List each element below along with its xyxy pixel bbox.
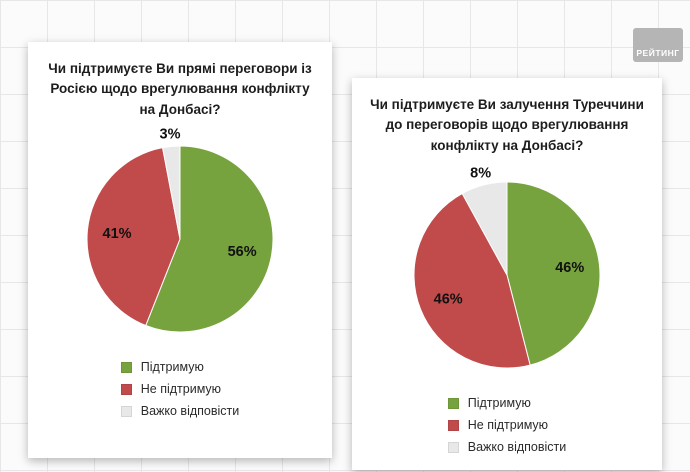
legend-item: Важко відповісти xyxy=(447,439,567,455)
legend: Підтримую Не підтримую Важко відповісти xyxy=(447,395,567,455)
pie-value-label: 46% xyxy=(555,260,584,276)
pie-chart-container: 56% 41% 3% xyxy=(28,124,332,354)
legend-swatch-undecided xyxy=(447,441,459,453)
legend-item: Не підтримую xyxy=(120,381,240,397)
pie-value-label: 41% xyxy=(103,226,132,242)
legend: Підтримую Не підтримую Важко відповісти xyxy=(120,359,240,419)
pie-value-label: 8% xyxy=(470,165,491,181)
pie-value-label: 46% xyxy=(434,291,463,307)
legend-label: Не підтримую xyxy=(140,381,222,396)
pie-slice xyxy=(145,145,274,333)
legend-swatch-support xyxy=(447,397,459,409)
pie-chart-russia-talks: 56% 41% 3% xyxy=(86,124,274,333)
legend-label: Важко відповісти xyxy=(467,439,567,454)
pie-slice xyxy=(86,146,181,326)
pie-slice xyxy=(461,181,508,275)
poll-card-turkey-involvement: Чи підтримуєте Ви залучення Туреччини до… xyxy=(352,78,662,470)
legend-swatch-oppose xyxy=(120,383,132,395)
pie-value-label: 3% xyxy=(160,126,181,142)
legend-swatch-oppose xyxy=(447,419,459,431)
pie-slice xyxy=(506,181,601,366)
legend-item: Підтримую xyxy=(447,395,567,411)
rating-group-logo: РЕЙТИНГ xyxy=(633,28,683,62)
pie-slice xyxy=(413,192,531,369)
legend-item: Важко відповісти xyxy=(120,403,240,419)
legend-swatch-undecided xyxy=(120,405,132,417)
pie-chart-turkey-involvement: 46% 46% 8% xyxy=(413,163,601,369)
legend-item: Не підтримую xyxy=(447,417,567,433)
pie-chart-container: 46% 46% 8% xyxy=(352,160,662,390)
pie-value-label: 56% xyxy=(228,244,257,260)
legend-label: Не підтримую xyxy=(467,417,549,432)
legend-label: Важко відповісти xyxy=(140,403,240,418)
legend-swatch-support xyxy=(120,361,132,373)
legend-item: Підтримую xyxy=(120,359,240,375)
chart-title: Чи підтримуєте Ви прямі переговори із Ро… xyxy=(48,61,312,117)
legend-label: Підтримую xyxy=(140,359,204,374)
poll-card-russia-talks: Чи підтримуєте Ви прямі переговори із Ро… xyxy=(28,42,332,458)
chart-title: Чи підтримуєте Ви залучення Туреччини до… xyxy=(370,97,644,153)
legend-label: Підтримую xyxy=(467,395,531,410)
pie-slice xyxy=(161,145,181,239)
